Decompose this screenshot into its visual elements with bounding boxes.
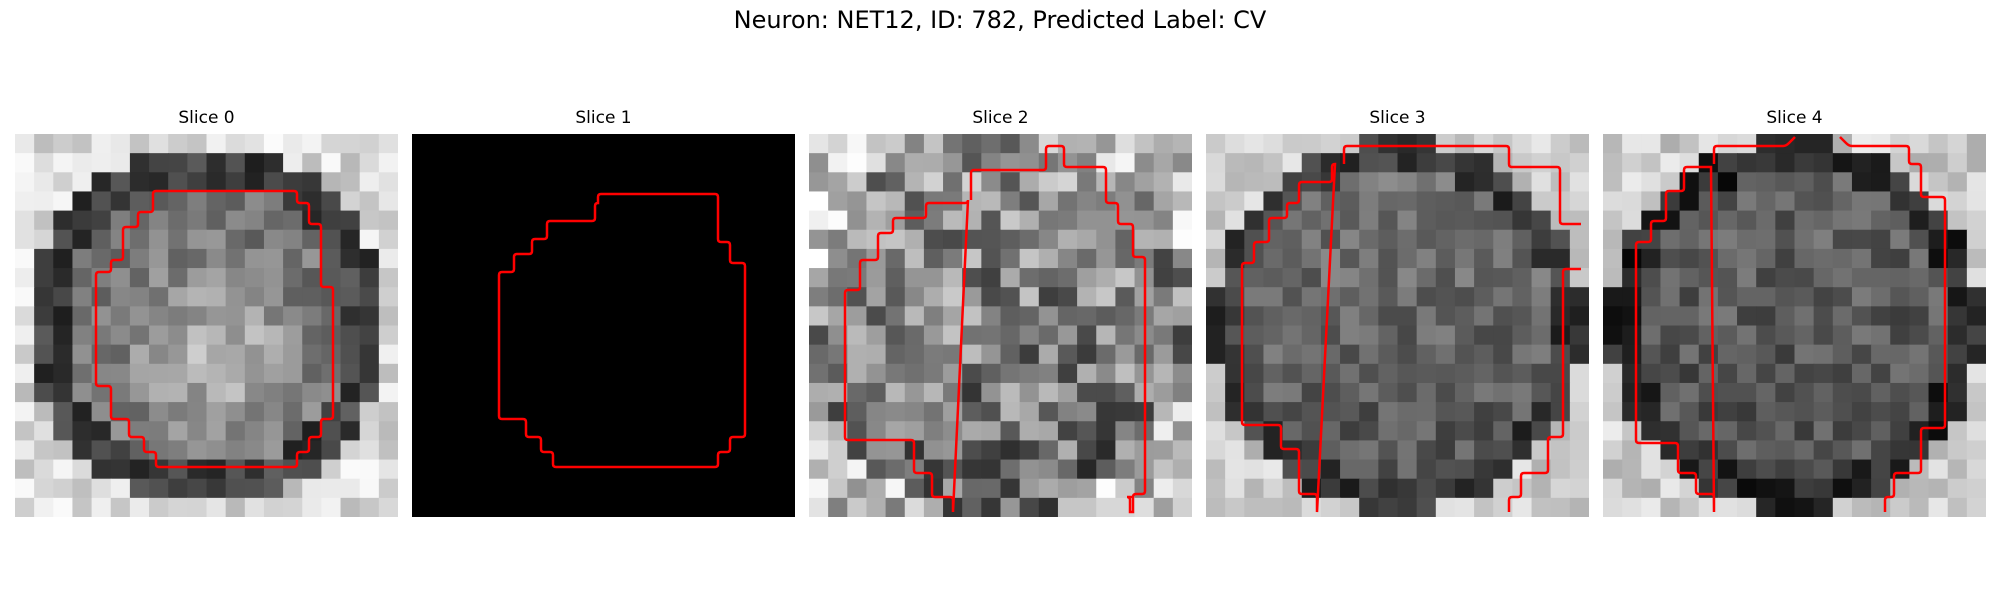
slice-image-0 (15, 134, 398, 517)
slice-title-0: Slice 0 (178, 108, 235, 128)
slice-image-3 (1206, 134, 1589, 517)
slice-image-1 (412, 134, 795, 517)
slice-image-4 (1603, 134, 1986, 517)
slice-title-2: Slice 2 (972, 108, 1029, 128)
slice-title-1: Slice 1 (575, 108, 632, 128)
figure-title: Neuron: NET12, ID: 782, Predicted Label:… (733, 6, 1267, 34)
slice-title-4: Slice 4 (1766, 108, 1823, 128)
slice-title-3: Slice 3 (1369, 108, 1426, 128)
slice-image-2 (809, 134, 1192, 517)
